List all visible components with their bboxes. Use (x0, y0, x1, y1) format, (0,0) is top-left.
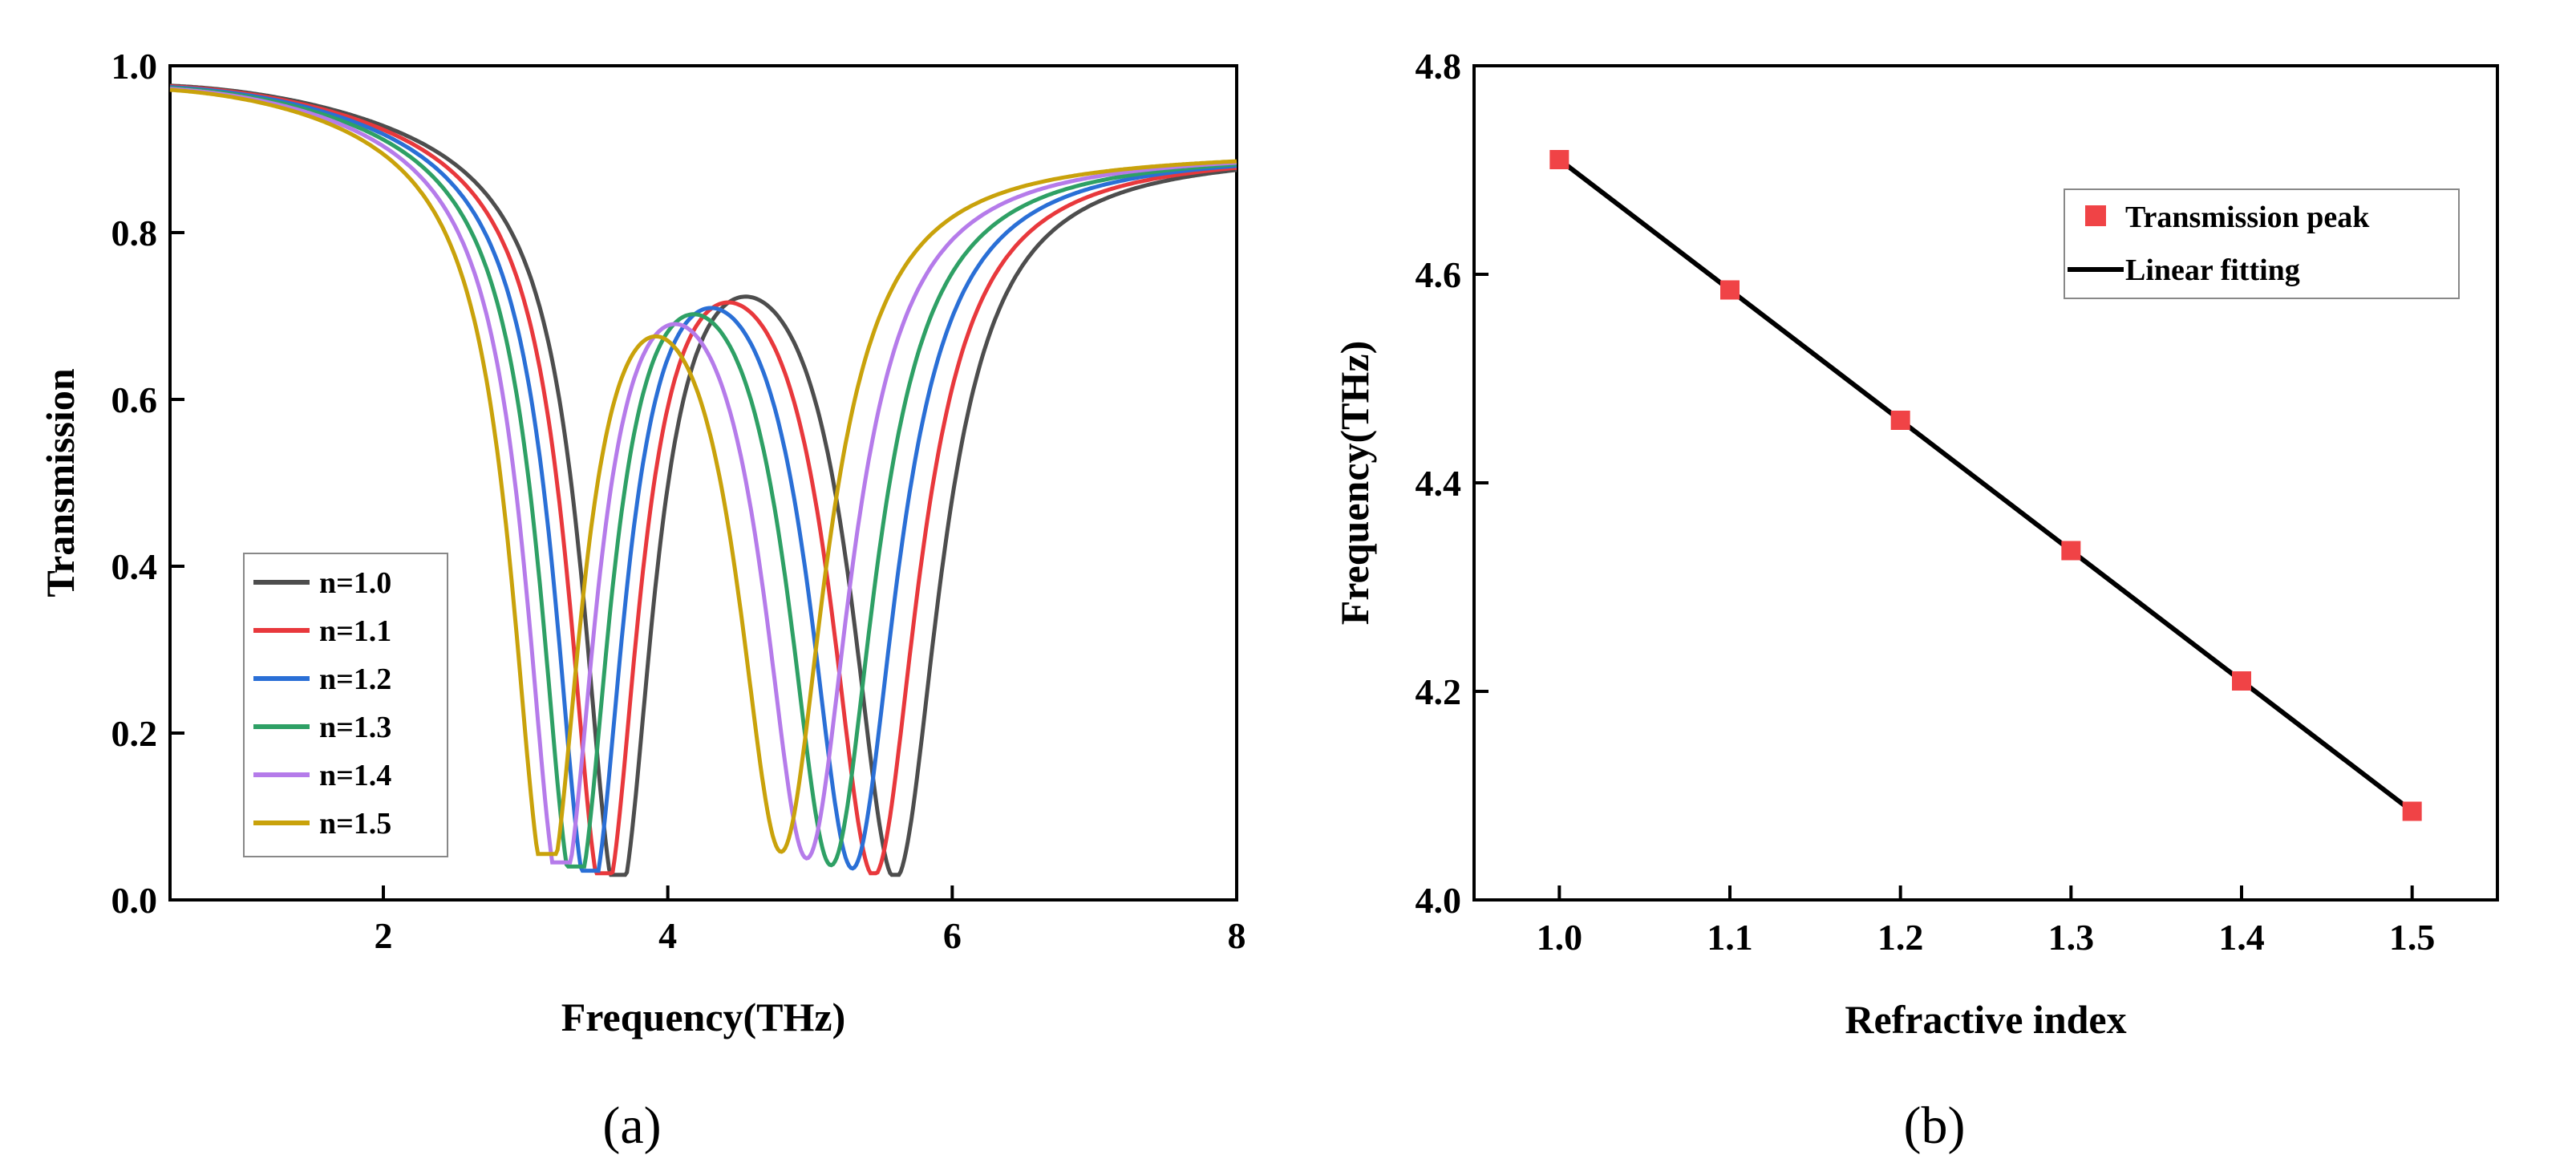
panel-b-y-tick-label: 4.0 (1416, 880, 1462, 921)
panel-b-label: (b) (1904, 1096, 1966, 1155)
panel-a-x-axis-label: Frequency(THz) (561, 995, 846, 1039)
panel-a-y-tick-label: 0.4 (111, 546, 158, 587)
panel-b-legend-box (2064, 188, 2460, 299)
panel-b-data-point-1 (1720, 280, 1740, 300)
panel-b-x-tick-label: 1.1 (1707, 917, 1753, 958)
panel-a-frame (168, 64, 1238, 902)
panel-b-y-tick-label: 4.8 (1416, 46, 1462, 87)
panel-a-x-tick-label: 6 (943, 915, 962, 956)
panel-a-x-tick-label: 4 (658, 915, 677, 956)
panel-b-x-tick-label: 1.3 (2048, 917, 2095, 958)
panel-b-chart: 1.0 1.1 1.2 1.3 1.4 1.5 4.0 4.2 4.4 4.6 4.8 Refrac… (1332, 46, 2499, 1155)
panel-b-x-axis-label: Refractive index (1845, 997, 2126, 1042)
panel-b-x-tick-label: 1.5 (2389, 917, 2436, 958)
panel-b-x-tick-label: 1.0 (1537, 917, 1583, 958)
panel-a-series-line-2 (169, 85, 1237, 873)
panel-a-legend-label-2: n=1.2 (319, 662, 391, 696)
panel-b-x-tick-label: 1.4 (2218, 917, 2265, 958)
panel-a-legend-label-5: n=1.5 (319, 807, 391, 841)
panel-a-y-tick-label: 0.2 (111, 713, 158, 754)
panel-a-series-line-0 (169, 83, 1237, 877)
panel-a-y-tick-label: 0.0 (111, 880, 158, 921)
panel-b-y-tick-label: 4.6 (1416, 254, 1462, 295)
panel-b-legend-label-1: Linear fitting (2125, 253, 2300, 287)
panel-a-chart: 2 4 6 8 0.0 0.2 0.4 0.6 0.8 1.0 Frequency(THz) Tr… (38, 46, 1246, 1155)
panel-a-series-line-5 (169, 87, 1237, 857)
panel-b-y-axis-label: Frequency(THz) (1332, 341, 1377, 626)
panel-a-ticks: 2 4 6 8 0.0 0.2 0.4 0.6 0.8 1.0 (111, 46, 1246, 956)
panel-b-legend-label-0: Transmission peak (2125, 201, 2370, 234)
panel-b-ticks: 1.0 1.1 1.2 1.3 1.4 1.5 4.0 4.2 4.4 4.6 4.8 (1416, 46, 2436, 958)
panel-a-y-tick-label: 0.8 (111, 213, 158, 253)
panel-b-data-point-3 (2061, 541, 2081, 561)
panel-b-y-tick-label: 4.4 (1416, 463, 1462, 504)
panel-b-y-tick-label: 4.2 (1416, 671, 1462, 712)
panel-a-legend-label-1: n=1.1 (319, 614, 391, 648)
panel-b-legend: Transmission peak Linear fitting (2064, 188, 2460, 299)
panel-a-curves (169, 83, 1237, 877)
panel-a-y-tick-label: 1.0 (111, 46, 158, 87)
panel-a-legend: n=1.0 n=1.1 n=1.2 n=1.3 n=1.4 n=1.5 (243, 553, 448, 857)
panel-b-legend-marker (2085, 205, 2106, 226)
panel-a-series-line-3 (169, 86, 1237, 869)
panel-a-y-tick-label: 0.6 (111, 379, 158, 420)
panel-b-fit-line (1557, 157, 2414, 813)
panel-a-legend-box (243, 553, 448, 857)
panel-b-data-point-4 (2232, 671, 2251, 691)
panel-a-x-tick-label: 2 (375, 915, 393, 956)
panel-b-data-point-2 (1890, 411, 1910, 430)
panel-b-data-point-0 (1549, 150, 1569, 169)
panel-a-legend-label-4: n=1.4 (319, 759, 391, 792)
panel-a-y-axis-label: Transmission (38, 368, 83, 597)
panel-a-label: (a) (602, 1096, 661, 1155)
panel-b-marks (1549, 150, 2422, 821)
panel-a-legend-label-3: n=1.3 (319, 711, 391, 744)
panel-a-series-line-4 (169, 87, 1237, 865)
panel-a-legend-label-0: n=1.0 (319, 566, 391, 600)
panel-b-x-tick-label: 1.2 (1877, 917, 1924, 958)
panel-b-data-point-5 (2402, 801, 2422, 821)
panel-a-x-tick-label: 8 (1228, 915, 1246, 956)
